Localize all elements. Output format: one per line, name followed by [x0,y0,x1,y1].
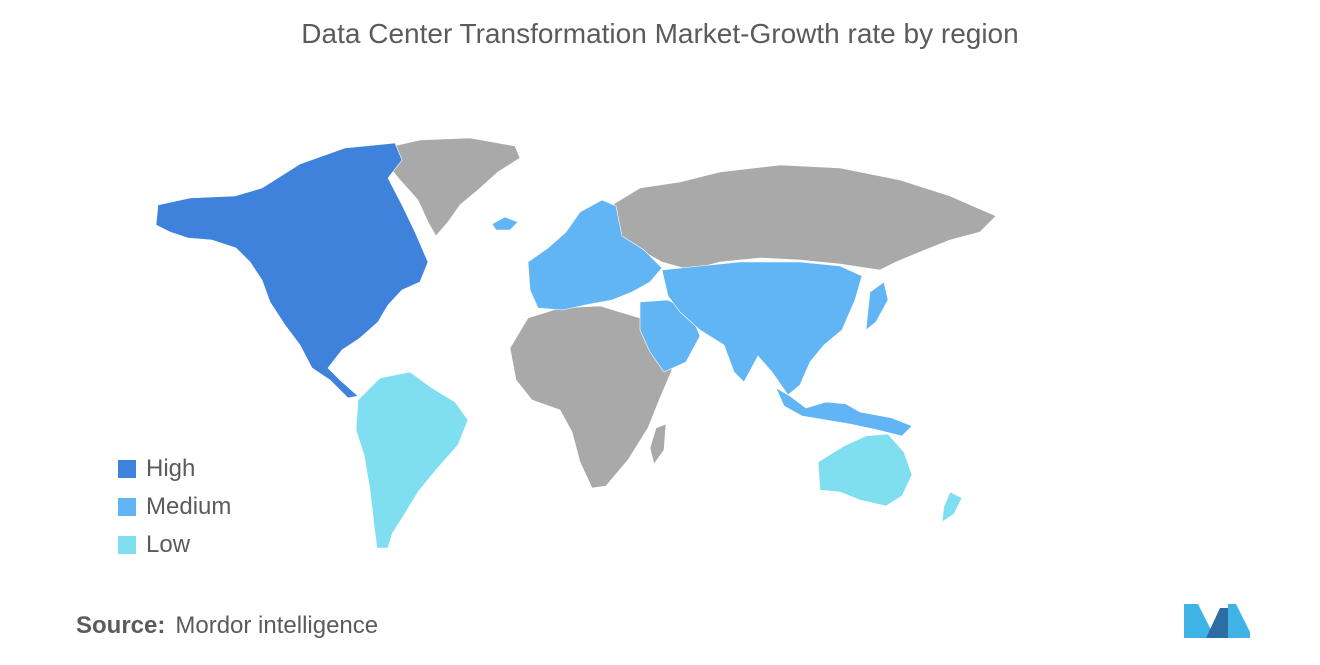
logo-shape-right [1228,604,1250,638]
legend-item-high: High [118,450,231,488]
legend-swatch-high [118,460,136,478]
legend-label-medium: Medium [146,493,232,520]
legend-label-high: High [146,455,196,482]
region-europe [527,199,663,311]
logo-shape-middle [1206,608,1228,638]
source-note: Source: Mordor intelligence [76,612,378,640]
region-north-america [155,142,429,399]
region-new-zealand [941,491,963,523]
legend: High Medium Low [118,450,231,564]
logo-shape-left [1184,604,1212,638]
region-madagascar [649,423,667,465]
region-japan [865,281,889,331]
chart-title: Data Center Transformation Market-Growth… [301,18,1019,49]
source-text: Mordor intelligence [175,612,379,639]
mordor-intelligence-logo [1184,604,1250,638]
region-latin-america [355,371,469,549]
region-greenland [384,137,521,237]
legend-item-medium: Medium [118,488,231,526]
region-africa [509,305,673,489]
legend-swatch-medium [118,498,136,516]
legend-swatch-low [118,536,136,554]
region-russia [611,164,997,271]
region-southeast-asia-islands [775,387,913,437]
region-iceland [491,216,519,231]
region-asia-pacific [661,261,863,396]
legend-item-low: Low [118,526,231,564]
region-australia [817,433,913,507]
legend-label-low: Low [146,531,191,558]
source-label: Source: [76,612,166,639]
